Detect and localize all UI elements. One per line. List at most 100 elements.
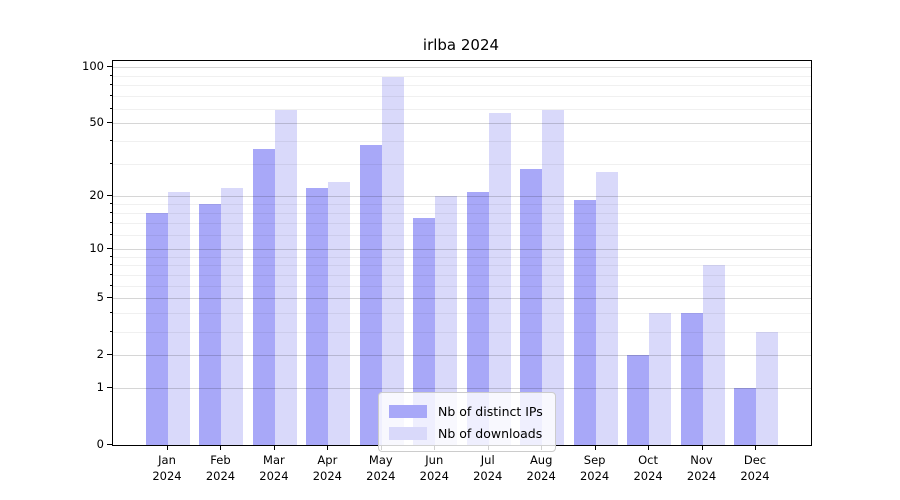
y-tick-mark <box>107 247 113 249</box>
x-tick-year: 2024 <box>366 469 396 483</box>
legend-entry-downloads: Nb of downloads <box>389 422 543 444</box>
x-tick-month: Aug <box>529 453 553 467</box>
y-tick-label-10: 10 <box>89 240 104 255</box>
gridline-1 <box>113 388 811 390</box>
x-tick-year: 2024 <box>259 469 289 483</box>
x-tick-month: Oct <box>638 453 659 467</box>
x-tick-label-jun: Jun 2024 <box>404 452 464 484</box>
legend-label-distinct-ips: Nb of distinct IPs <box>438 403 543 419</box>
gridline-8 <box>113 265 811 267</box>
x-tick-mark <box>648 445 650 450</box>
gridline-50 <box>113 123 811 125</box>
x-tick-year: 2024 <box>312 469 342 483</box>
bar-feb-downloads <box>221 188 244 445</box>
x-tick-month: Nov <box>690 453 713 467</box>
x-tick-year: 2024 <box>633 469 663 483</box>
y-minor-tick-mark <box>110 234 113 236</box>
y-tick-mark <box>107 194 113 196</box>
legend: Nb of distinct IPs Nb of downloads <box>378 392 556 452</box>
bar-oct-distinct-ips <box>627 355 650 445</box>
bar-may-distinct-ips <box>359 145 382 445</box>
bar-nov-downloads <box>702 265 725 445</box>
x-tick-label-apr: Apr 2024 <box>297 452 357 484</box>
legend-swatch-distinct-ips <box>389 404 427 418</box>
gridline-7 <box>113 274 811 276</box>
bar-dec-downloads <box>756 331 778 445</box>
y-tick-label-5: 5 <box>96 290 104 305</box>
x-tick-label-jan: Jan 2024 <box>137 452 197 484</box>
y-tick-label-50: 50 <box>89 115 104 130</box>
legend-swatch-downloads <box>389 426 427 440</box>
chart-title: irlba 2024 <box>422 36 500 54</box>
gridline-4 <box>113 313 811 315</box>
x-tick-label-aug: Aug 2024 <box>511 452 571 484</box>
x-tick-mark <box>273 445 275 450</box>
x-tick-label-nov: Nov 2024 <box>672 452 732 484</box>
bar-jul-distinct-ips <box>466 192 489 445</box>
x-tick-mark <box>167 445 168 450</box>
y-minor-tick-mark <box>110 212 113 214</box>
y-minor-tick-mark <box>110 273 113 275</box>
bar-apr-downloads <box>328 181 351 445</box>
x-tick-mark <box>220 445 222 450</box>
bar-jan-downloads <box>168 192 190 445</box>
gridline-3 <box>113 331 811 333</box>
y-minor-tick-mark <box>110 284 113 286</box>
bar-aug-downloads <box>542 109 565 445</box>
y-minor-tick-mark <box>110 84 113 86</box>
x-tick-month: Jan <box>158 453 176 467</box>
bar-jun-downloads <box>435 195 458 445</box>
y-tick-label-100: 100 <box>82 59 104 74</box>
y-minor-tick-mark <box>110 264 113 266</box>
y-minor-tick-mark <box>110 140 113 142</box>
gridline-6 <box>113 285 811 287</box>
x-tick-label-may: May 2024 <box>351 452 411 484</box>
y-tick-mark <box>107 387 113 389</box>
bar-may-downloads <box>381 76 404 445</box>
x-tick-year: 2024 <box>205 469 236 483</box>
x-tick-month: Mar <box>263 453 285 467</box>
x-tick-year: 2024 <box>473 469 503 483</box>
gridline-100 <box>113 67 811 69</box>
x-tick-year: 2024 <box>686 469 717 483</box>
y-minor-tick-mark <box>110 95 113 97</box>
x-tick-month: Feb <box>210 453 231 467</box>
gridline-5 <box>113 298 811 300</box>
x-tick-year: 2024 <box>740 469 770 483</box>
x-tick-label-mar: Mar 2024 <box>244 452 304 484</box>
x-tick-mark <box>701 445 703 450</box>
y-minor-tick-mark <box>110 255 113 257</box>
x-tick-year: 2024 <box>526 469 556 483</box>
bar-jan-distinct-ips <box>146 213 168 445</box>
x-tick-month: May <box>368 453 393 467</box>
y-minor-tick-mark <box>110 330 113 332</box>
x-tick-month: Dec <box>743 453 767 467</box>
gridline-18 <box>113 203 811 205</box>
gridline-90 <box>113 75 811 77</box>
x-tick-mark <box>755 445 756 450</box>
gridline-2 <box>113 355 811 357</box>
y-tick-mark <box>107 66 113 68</box>
bar-nov-distinct-ips <box>680 313 703 445</box>
x-tick-month: Apr <box>317 453 338 467</box>
gridline-70 <box>113 96 811 98</box>
legend-label-downloads: Nb of downloads <box>438 425 543 441</box>
y-minor-tick-mark <box>110 222 113 224</box>
gridline-9 <box>113 256 811 258</box>
bar-feb-distinct-ips <box>199 204 222 445</box>
y-minor-tick-mark <box>110 202 113 204</box>
bar-sep-distinct-ips <box>573 199 596 445</box>
y-tick-mark <box>107 354 113 356</box>
y-tick-label-0: 0 <box>96 437 104 451</box>
x-tick-label-feb: Feb 2024 <box>190 452 250 484</box>
x-tick-label-sep: Sep 2024 <box>565 452 625 484</box>
y-tick-mark <box>107 297 113 299</box>
bar-sep-downloads <box>595 172 618 445</box>
x-tick-month: Jun <box>425 453 444 467</box>
y-tick-label-20: 20 <box>89 187 104 202</box>
bar-oct-downloads <box>649 313 672 445</box>
gridline-12 <box>113 235 811 237</box>
y-tick-label-2: 2 <box>96 347 104 362</box>
y-tick-mark <box>107 122 113 124</box>
